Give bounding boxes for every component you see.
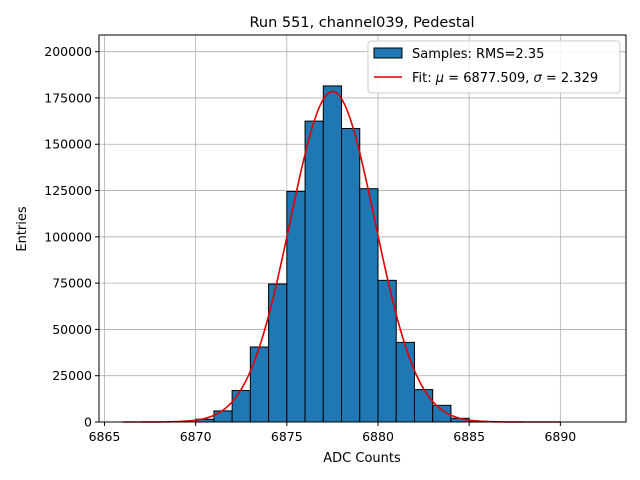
y-tick-label: 50000 bbox=[52, 322, 92, 337]
histogram-bar bbox=[395, 341, 415, 423]
y-tick-label: 0 bbox=[84, 415, 92, 430]
legend-samples-label: Samples: RMS=2.35 bbox=[412, 47, 544, 62]
x-tick-label: 6885 bbox=[453, 429, 485, 444]
legend-mu-symbol: μ bbox=[435, 71, 444, 86]
histogram-bar bbox=[304, 120, 324, 423]
legend-samples-swatch bbox=[373, 47, 403, 59]
y-axis-ticks: 0 25000 50000 75000 100000 125000 150000 175000… bbox=[44, 44, 99, 430]
legend-box bbox=[367, 40, 621, 94]
x-tick-label: 6875 bbox=[271, 429, 303, 444]
legend-fit-prefix: Fit: bbox=[412, 71, 436, 86]
histogram-bar bbox=[413, 389, 434, 423]
x-tick-label: 6870 bbox=[180, 429, 212, 444]
histogram-bar bbox=[249, 346, 270, 423]
y-tick-label: 100000 bbox=[44, 229, 92, 244]
legend-sigma-symbol: σ bbox=[534, 71, 543, 86]
y-tick-label: 175000 bbox=[44, 90, 92, 105]
y-tick-label: 25000 bbox=[52, 368, 92, 383]
legend-fit-mid: = 6877.509, bbox=[444, 71, 533, 86]
legend-fit-label: Fit: μ = 6877.509, σ = 2.329 bbox=[412, 71, 598, 86]
x-axis-label: ADC Counts bbox=[323, 451, 401, 466]
histogram-bar bbox=[213, 410, 233, 423]
y-axis-label: Entries bbox=[15, 206, 30, 252]
x-tick-label: 6880 bbox=[362, 429, 394, 444]
x-tick-label: 6890 bbox=[544, 429, 576, 444]
histogram-bars bbox=[195, 85, 488, 423]
histogram-bar bbox=[341, 128, 361, 423]
chart-title: Run 551, channel039, Pedestal bbox=[249, 15, 474, 31]
legend-fit-suffix: = 2.329 bbox=[542, 71, 598, 86]
legend: Samples: RMS=2.35 Fit: μ = 6877.509, σ =… bbox=[367, 40, 621, 94]
histogram-bar bbox=[322, 85, 343, 423]
histogram-bar bbox=[231, 390, 251, 423]
x-tick-label: 6865 bbox=[89, 429, 121, 444]
y-tick-label: 150000 bbox=[44, 137, 92, 152]
x-axis-ticks: 6865 6870 6875 6880 6885 6890 bbox=[89, 422, 576, 444]
y-tick-label: 125000 bbox=[44, 183, 92, 198]
plot-frame bbox=[98, 34, 627, 423]
y-tick-label: 75000 bbox=[52, 276, 92, 291]
y-tick-label: 200000 bbox=[44, 44, 92, 59]
